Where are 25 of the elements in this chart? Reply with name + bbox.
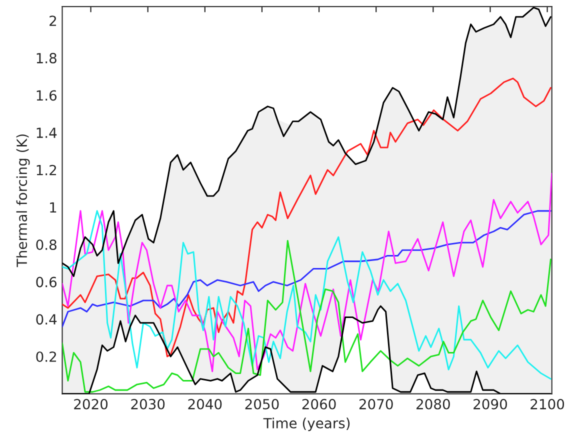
- y-tick-label: 1.6: [36, 90, 57, 101]
- y-tick-label: 0.4: [36, 314, 57, 325]
- y-tick-label: 0.8: [36, 239, 56, 250]
- x-tick-label: 2070: [359, 398, 393, 410]
- x-tick-label: 2060: [302, 398, 336, 410]
- y-tick-label: 1.8: [36, 52, 56, 64]
- y-tick-label: 0.6: [36, 276, 57, 288]
- x-tick-label: 2080: [416, 398, 450, 410]
- y-tick-label: 1.2: [36, 164, 56, 176]
- y-tick-label: 1.4: [36, 128, 57, 138]
- x-tick-label: 2100: [530, 398, 564, 410]
- line-series: [62, 78, 552, 358]
- x-tick-label: 2050: [245, 398, 279, 410]
- y-axis-title: Thermal forcing (K): [16, 134, 30, 268]
- x-axis-title: Time (years): [263, 418, 350, 432]
- x-tick-label: 2040: [188, 398, 222, 410]
- x-tick-label: 2020: [74, 398, 108, 410]
- line-series: [62, 210, 552, 328]
- line-series: [62, 210, 552, 380]
- y-tick-label: 1: [50, 202, 56, 212]
- y-tick-label: 2: [50, 16, 56, 26]
- y-tick-label: 0.2: [36, 351, 56, 362]
- x-tick-label: 2090: [474, 398, 507, 410]
- line-series: [62, 172, 552, 372]
- x-tick-label: 2030: [131, 398, 165, 410]
